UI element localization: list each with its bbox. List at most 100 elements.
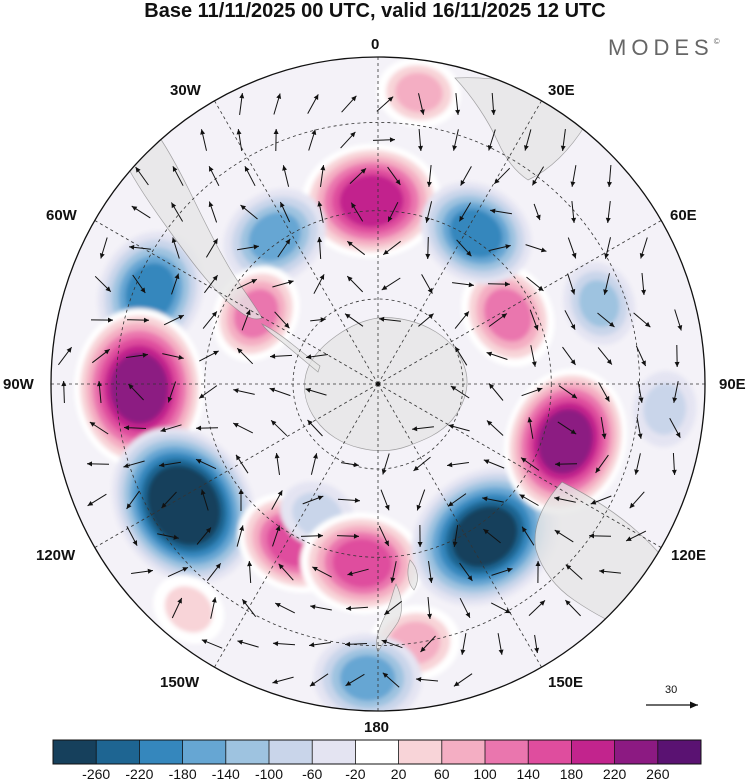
wind-arrow	[307, 94, 319, 114]
wind-arrow	[159, 461, 181, 468]
lon-label-150w: 150W	[160, 674, 200, 691]
wind-arrow	[454, 346, 468, 366]
wind-arrow	[241, 598, 257, 618]
lon-label-120e: 120E	[671, 547, 707, 564]
colorbar-swatch	[657, 740, 702, 764]
wind-arrow	[486, 351, 508, 360]
map-title: Base 11/11/2025 00 UTC, valid 16/11/2025…	[144, 0, 606, 22]
positive-anomaly-indian-ocean-east	[503, 368, 628, 515]
wind-arrow	[378, 525, 390, 547]
anomaly-level	[339, 174, 404, 228]
wind-arrow	[236, 278, 258, 290]
anomaly-level	[164, 586, 213, 633]
wind-arrow	[126, 317, 150, 323]
positive-anomaly-indian-ocean	[461, 262, 555, 367]
wind-arrow	[497, 633, 504, 655]
wind-arrow	[210, 597, 217, 619]
wind-arrow	[603, 273, 610, 295]
wind-vectors	[58, 92, 683, 688]
wind-arrow	[202, 311, 218, 329]
anomaly-level	[538, 409, 593, 474]
wind-arrow	[487, 281, 511, 287]
wind-arrow	[238, 489, 244, 511]
negative-anomaly-far-south-pacific	[313, 633, 422, 711]
wind-arrow	[564, 310, 576, 330]
anomaly-level	[483, 288, 532, 342]
lon-label-120w: 120W	[36, 547, 76, 564]
wind-arrow	[637, 381, 644, 403]
wind-arrow	[452, 525, 459, 547]
wind-arrow	[131, 205, 151, 219]
wind-arrow	[58, 346, 72, 366]
positive-anomaly-far-west-pacific	[153, 575, 225, 644]
colorbar-swatch	[528, 740, 572, 764]
colorbar-label: -220	[125, 766, 154, 782]
wind-arrow	[453, 673, 473, 687]
wind-arrow	[526, 276, 544, 292]
wind-arrow	[195, 425, 219, 431]
wind-arrow	[274, 602, 296, 614]
wind-arrow	[486, 420, 504, 436]
wind-arrow	[161, 491, 177, 509]
wind-arrow	[416, 489, 426, 511]
negative-anomaly-indian-ocean	[420, 182, 532, 285]
wind-arrow	[635, 345, 647, 367]
wind-arrow	[567, 237, 577, 259]
wind-arrow	[347, 568, 369, 576]
wind-arrow	[129, 244, 151, 250]
wind-arrow	[420, 635, 436, 653]
colorbar-swatch	[398, 740, 443, 764]
colorbar-label: 20	[390, 766, 407, 782]
wind-arrow	[597, 347, 613, 365]
wind-arrow	[317, 201, 324, 223]
wind-arrow	[491, 567, 513, 576]
wind-arrow	[272, 676, 294, 684]
wind-arrow	[674, 344, 680, 368]
wind-arrow	[208, 165, 220, 187]
wind-arrow	[310, 604, 332, 611]
anomaly-level	[452, 506, 518, 568]
wind-arrow	[634, 453, 641, 475]
colorbar-swatch	[485, 740, 529, 764]
colorbar-label: 180	[559, 766, 584, 782]
colorbar-label: -60	[302, 766, 323, 782]
wind-arrow	[205, 238, 219, 258]
wind-arrow	[567, 273, 576, 295]
wind-arrow	[418, 93, 425, 115]
wind-arrow	[237, 639, 259, 648]
wind-arrow	[487, 129, 496, 151]
colorbar-label: 220	[602, 766, 627, 782]
wind-arrow	[571, 201, 577, 223]
wind-arrow	[131, 568, 153, 574]
wind-arrow	[604, 237, 611, 259]
wind-arrow	[520, 457, 540, 471]
wind-arrow	[413, 456, 431, 472]
wind-arrow	[236, 525, 244, 547]
wind-arrow	[126, 352, 148, 358]
wind-arrow	[172, 166, 184, 186]
wind-arrow	[421, 274, 433, 294]
wind-arrow	[313, 274, 325, 294]
wind-arrow	[588, 533, 612, 539]
wind-arrow	[534, 634, 540, 654]
wind-arrow	[381, 277, 401, 291]
wind-arrow	[417, 524, 423, 548]
wind-arrow	[425, 236, 431, 260]
colorbar-label: -260	[82, 766, 111, 782]
wind-arrow	[269, 387, 291, 397]
colorbar-swatch	[182, 740, 227, 764]
wind-arrow	[669, 418, 681, 438]
wind-arrow	[380, 489, 390, 511]
wind-arrow	[341, 462, 359, 468]
lon-label-60e: 60E	[670, 207, 697, 224]
wind-arrow	[554, 529, 574, 543]
colorbar-label: 140	[516, 766, 540, 782]
wind-arrow	[459, 562, 473, 582]
wind-arrow	[232, 422, 254, 434]
wind-arrow	[310, 317, 326, 323]
new-zealand-landmass	[376, 559, 418, 653]
wind-arrow	[459, 597, 471, 619]
anomaly-level	[578, 280, 620, 327]
wind-arrow	[308, 129, 317, 151]
meridian-line	[88, 216, 379, 385]
